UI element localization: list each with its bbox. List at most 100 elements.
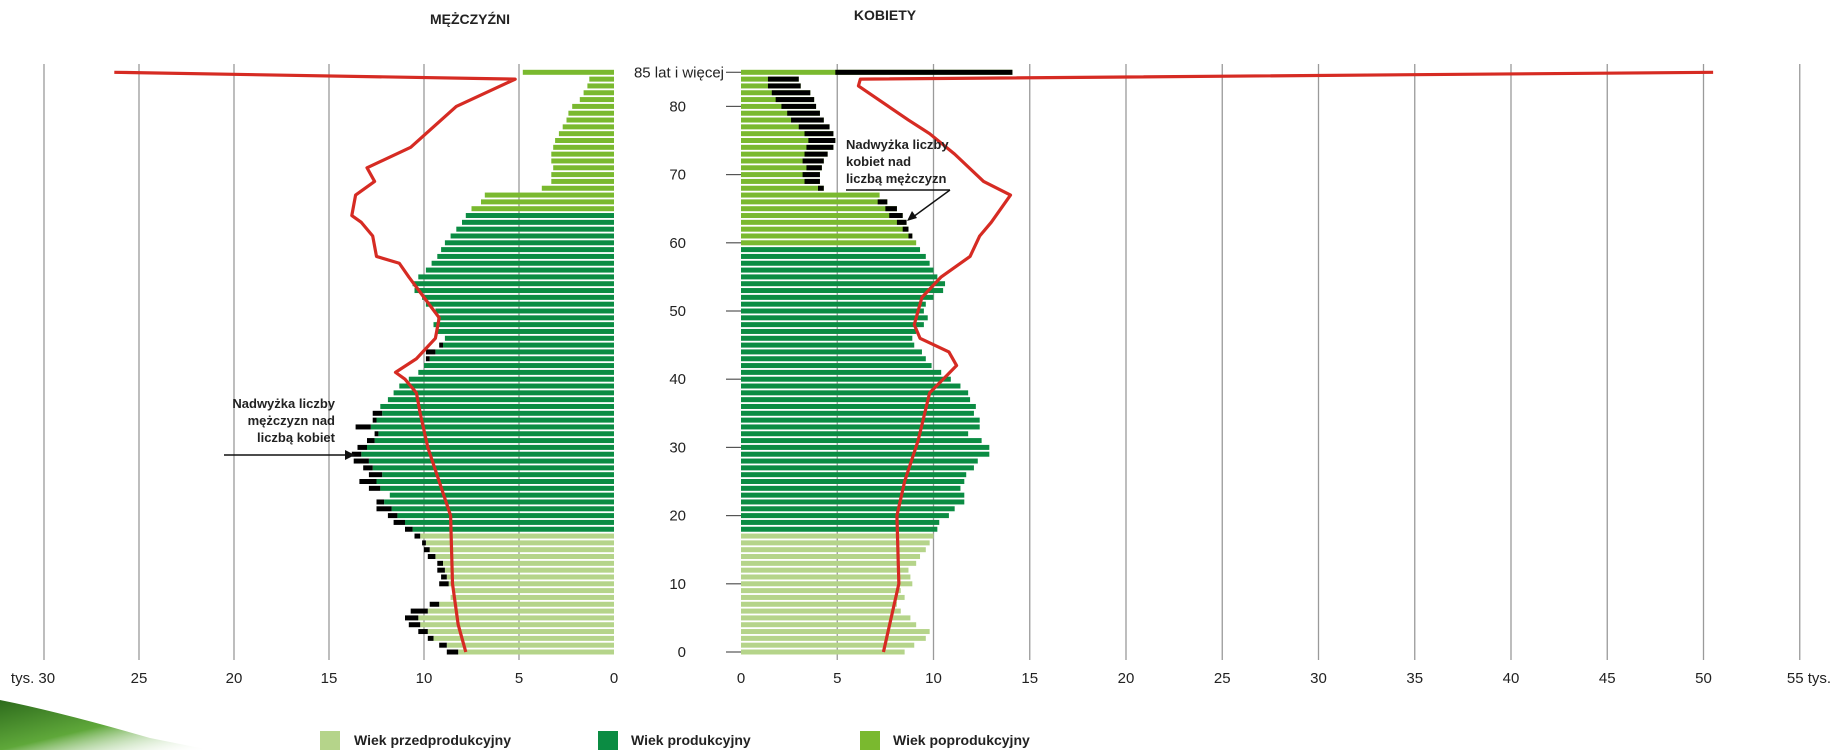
bar-women: [741, 581, 913, 587]
bar-women: [741, 376, 951, 382]
bar-men: [456, 226, 614, 232]
x-tick-label-women: 50: [1695, 670, 1712, 687]
bar-women: [741, 513, 949, 519]
x-tick-label-men: 0: [610, 670, 618, 687]
line-women: [856, 70, 1714, 653]
svg-text:kobiet nad: kobiet nad: [846, 154, 911, 169]
bar-men: [587, 83, 614, 89]
bar-men: [429, 547, 614, 553]
bar-women: [741, 424, 980, 430]
bar-men: [425, 301, 614, 307]
bar-women: [741, 172, 820, 178]
bar-men: [433, 635, 614, 641]
bar-men: [384, 499, 614, 505]
bar-women: [741, 540, 930, 546]
bar-women: [741, 629, 930, 635]
bar-men: [454, 588, 614, 594]
surplus-bar-men: [372, 410, 383, 416]
x-tick-label-women: 10: [925, 670, 942, 687]
bar-men: [376, 417, 614, 423]
surplus-bar-women: [804, 151, 828, 157]
bar-women: [741, 472, 967, 478]
surplus-bar-men: [408, 622, 421, 628]
bar-women: [741, 438, 982, 444]
bar-women: [741, 308, 924, 314]
bar-women: [741, 138, 836, 143]
legend: Wiek przedprodukcyjny Wiek produkcyjny W…: [320, 731, 1030, 750]
bar-women: [741, 499, 965, 505]
bar-men: [361, 451, 614, 457]
bar-women: [741, 247, 921, 253]
bar-men: [551, 172, 614, 178]
bar-women: [741, 615, 911, 621]
surplus-bar-men: [439, 342, 443, 348]
bar-men: [471, 206, 614, 212]
surplus-bar-men: [363, 465, 373, 471]
surplus-bar-men: [410, 608, 428, 614]
bar-women: [741, 322, 924, 328]
bar-women: [741, 349, 922, 355]
bar-men: [558, 131, 614, 137]
bar-men: [437, 253, 614, 259]
bar-men: [462, 219, 614, 225]
surplus-bar-men: [374, 431, 379, 437]
bar-women: [741, 369, 942, 375]
surplus-bar-men: [351, 451, 362, 457]
y-tick-label: 0: [678, 644, 686, 661]
bar-women: [741, 506, 955, 512]
surplus-bar-women: [804, 131, 834, 137]
bar-men: [429, 356, 614, 362]
x-tick-label-women: 25: [1214, 670, 1231, 687]
bar-men: [412, 281, 614, 287]
surplus-bar-women: [902, 226, 909, 232]
bar-women: [741, 492, 965, 498]
x-tick-label-women: 45: [1599, 670, 1616, 687]
bar-men: [380, 403, 614, 409]
bar-women: [741, 267, 934, 273]
surplus-bar-men: [405, 526, 413, 532]
bar-women: [741, 417, 980, 423]
bar-men: [450, 594, 614, 600]
surplus-bar-men: [441, 574, 447, 580]
bar-women: [741, 315, 928, 321]
bar-men: [446, 642, 614, 648]
bar-women: [741, 547, 926, 553]
surplus-bar-women: [798, 124, 830, 130]
surplus-bar-men: [437, 567, 445, 573]
bar-men: [579, 97, 614, 103]
bar-men: [551, 178, 614, 184]
bar-women: [741, 397, 971, 403]
surplus-bar-men: [439, 581, 449, 587]
bar-men: [374, 438, 614, 444]
bar-women: [741, 649, 905, 655]
svg-text:Nadwyżka liczby: Nadwyżka liczby: [846, 137, 949, 152]
bar-women: [741, 144, 834, 150]
surplus-bar-women: [885, 206, 897, 212]
x-tick-label-men: 5: [515, 670, 523, 687]
y-tick-label: 80: [669, 98, 686, 115]
svg-text:liczbą kobiet: liczbą kobiet: [257, 430, 336, 445]
annotation-women: Nadwyżka liczby kobiet nad liczbą mężczy…: [846, 137, 951, 221]
bar-women: [741, 526, 938, 532]
bar-women: [741, 622, 917, 628]
svg-text:Nadwyżka liczby: Nadwyżka liczby: [232, 396, 335, 411]
bar-men: [568, 110, 614, 116]
surplus-bar-women: [802, 172, 820, 178]
bar-women: [741, 519, 940, 525]
bar-women: [741, 110, 820, 116]
bar-women: [741, 635, 926, 641]
bar-women: [741, 588, 901, 594]
bar-men: [424, 363, 614, 369]
svg-text:Wiek przedprodukcyjny: Wiek przedprodukcyjny: [354, 732, 511, 748]
surplus-bar-women: [804, 178, 820, 184]
surplus-bar-men: [422, 540, 426, 546]
bar-women: [741, 260, 930, 266]
bar-men: [389, 492, 614, 498]
bar-men: [420, 533, 614, 539]
surplus-bar-men: [414, 533, 421, 539]
surplus-bar-men: [437, 560, 443, 566]
bar-women: [741, 594, 905, 600]
bar-men: [446, 574, 614, 580]
surplus-bar-women: [806, 165, 822, 171]
